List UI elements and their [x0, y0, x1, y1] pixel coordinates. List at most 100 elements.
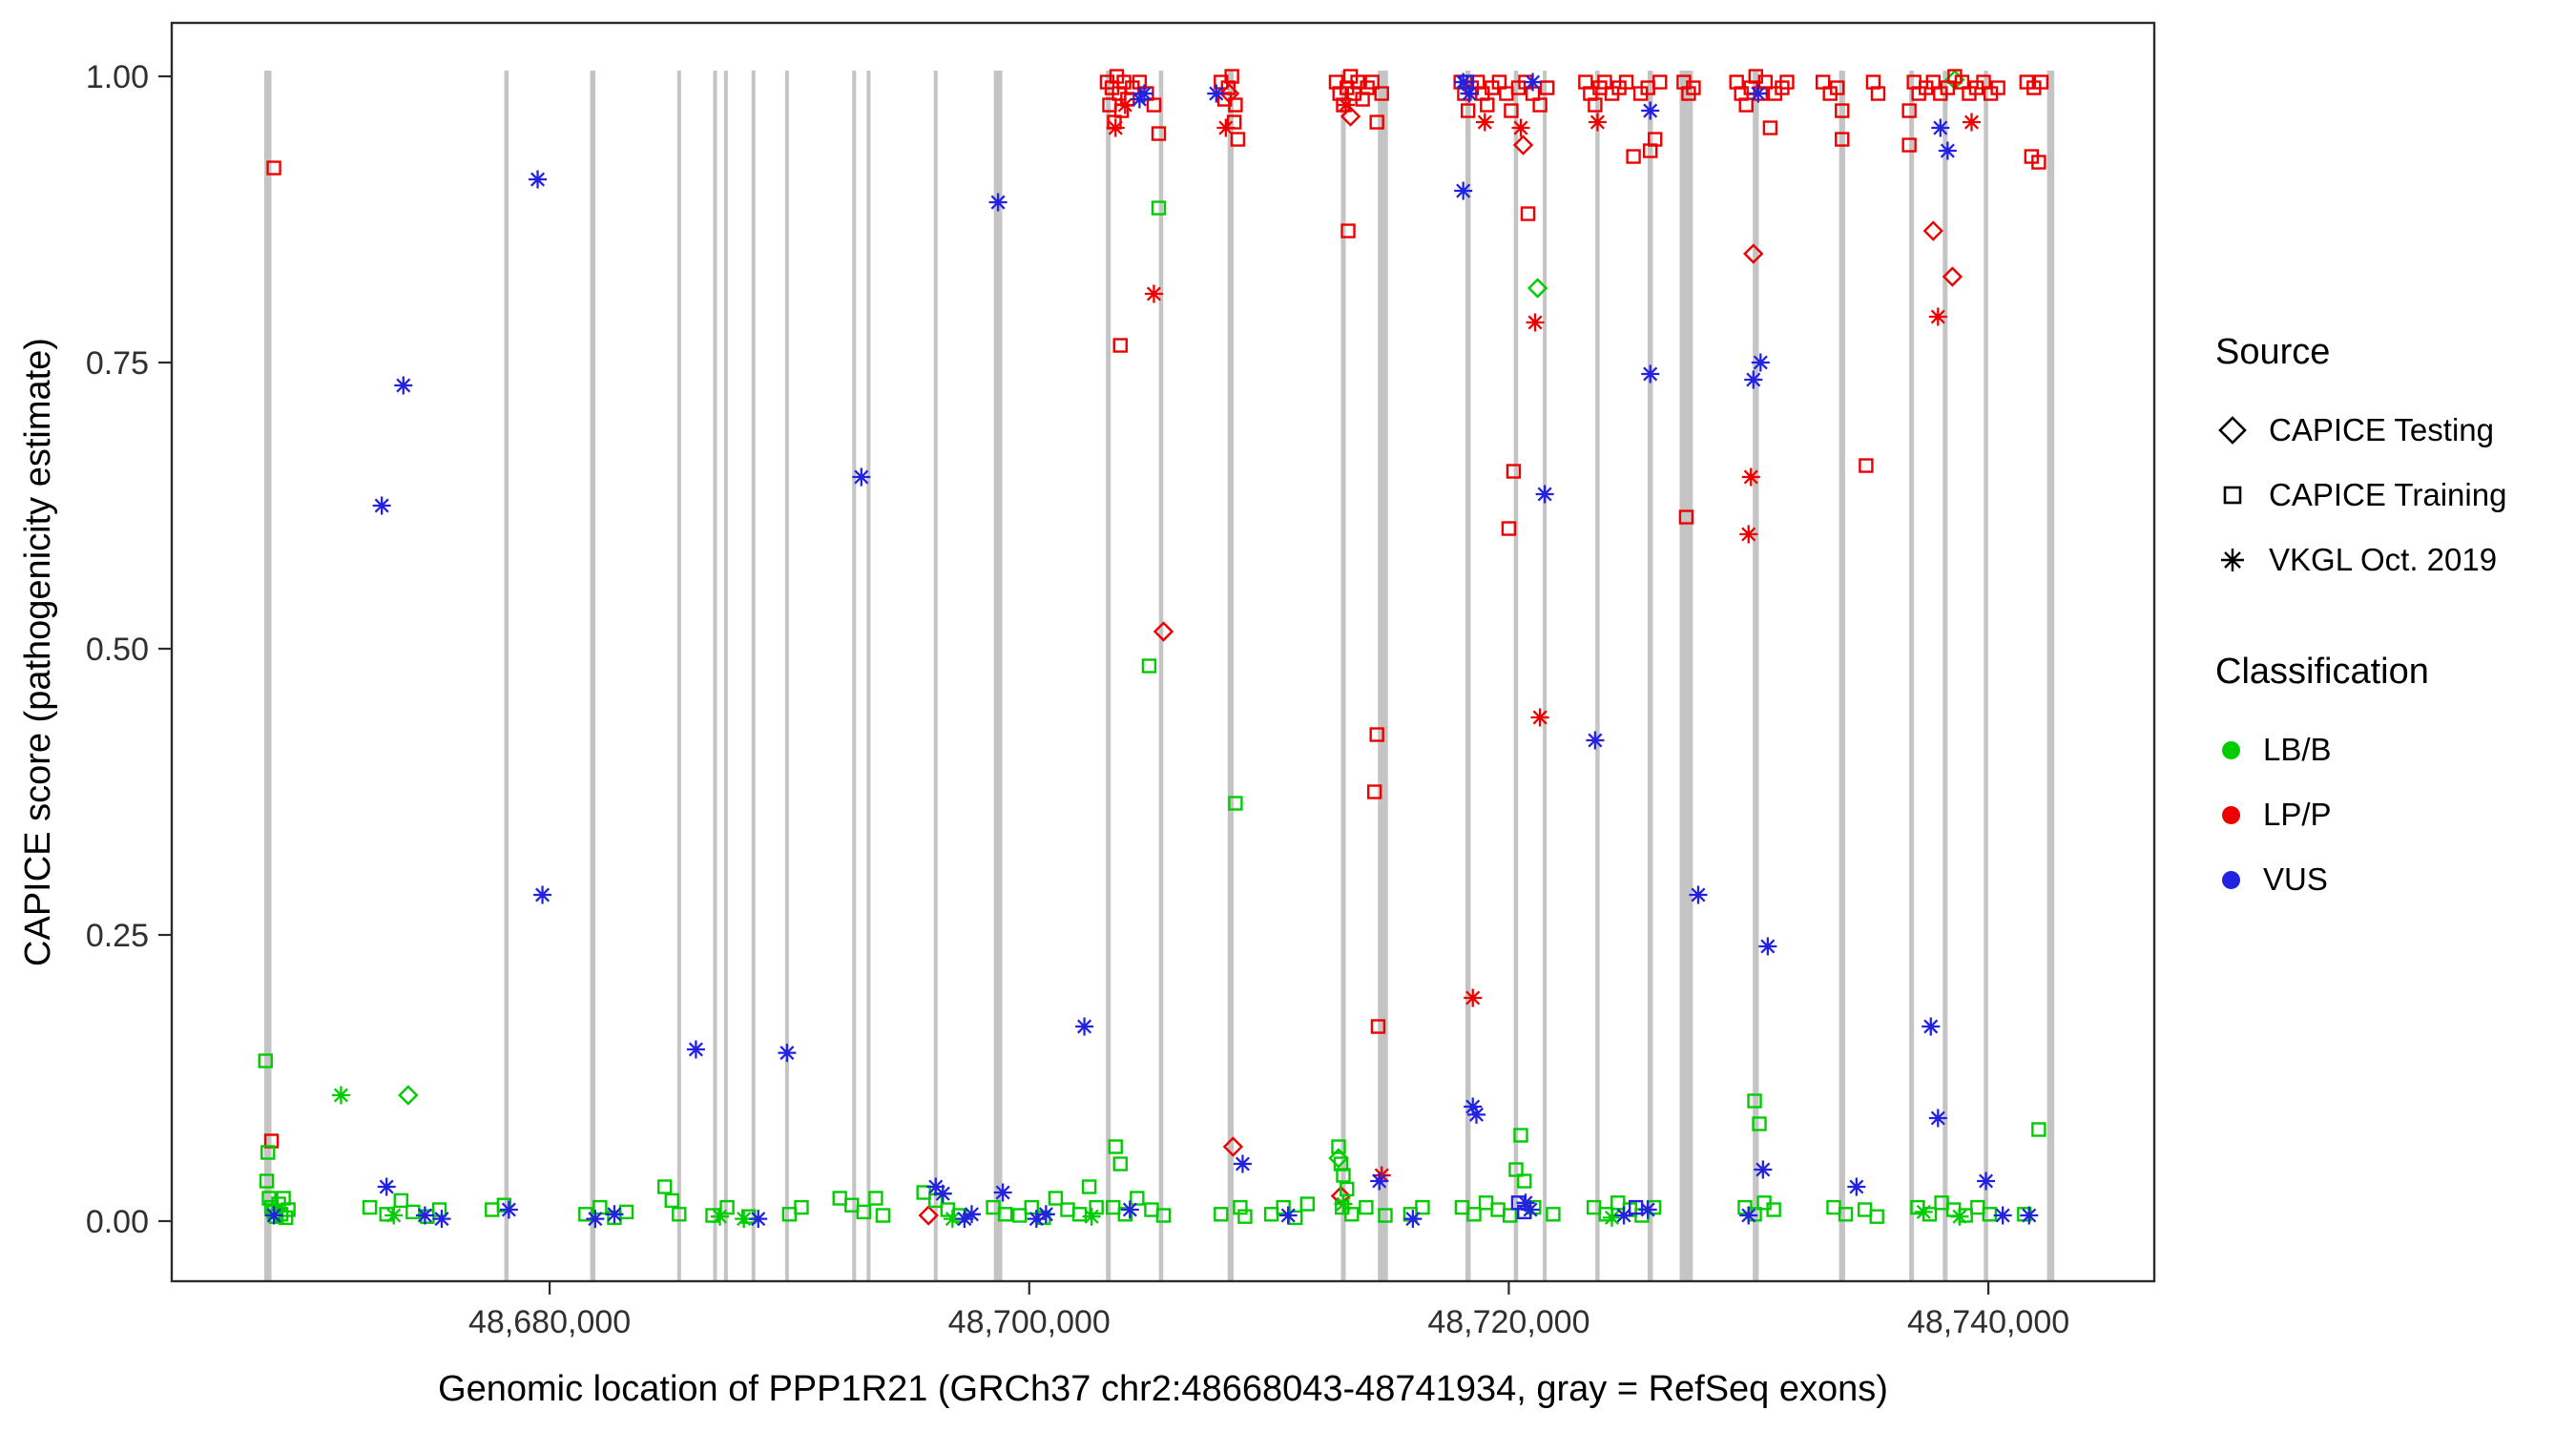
- data-point: [1535, 485, 1554, 504]
- data-point: [1075, 1017, 1094, 1036]
- data-point: [432, 1210, 451, 1229]
- data-point: [1741, 467, 1760, 487]
- data-point: [1586, 731, 1605, 750]
- data-point: [1652, 74, 1668, 90]
- data-point: [1222, 1136, 1244, 1157]
- data-point: [1369, 727, 1384, 742]
- exon-bar: [852, 71, 857, 1281]
- exon-bar: [1679, 71, 1693, 1281]
- data-point: [259, 1173, 275, 1189]
- data-point: [1588, 113, 1607, 132]
- data-point: [1336, 1168, 1351, 1183]
- data-point: [1520, 206, 1536, 221]
- lpp-dot-icon: [2222, 805, 2240, 824]
- data-point: [1134, 84, 1153, 103]
- data-point: [398, 1085, 419, 1106]
- data-point: [1739, 1206, 1758, 1225]
- legend-item-label: LP/P: [2263, 797, 2332, 832]
- data-point: [1752, 1116, 1767, 1131]
- exon-bar: [1909, 71, 1915, 1281]
- data-point: [926, 1177, 945, 1196]
- data-point: [1480, 97, 1495, 113]
- data-point: [1334, 1194, 1353, 1213]
- data-point: [1130, 1191, 1145, 1206]
- data-point: [1588, 97, 1603, 113]
- data-point: [1464, 988, 1483, 1007]
- data-point: [1120, 1200, 1139, 1219]
- data-point: [1938, 141, 1957, 160]
- data-point: [1071, 1207, 1088, 1222]
- data-point: [993, 1183, 1012, 1202]
- data-point: [362, 1199, 378, 1215]
- data-point: [1942, 266, 1963, 287]
- data-point: [1328, 1148, 1349, 1169]
- exon-bar: [1984, 71, 1988, 1281]
- legend-item-label: LB/B: [2263, 732, 2332, 767]
- exon-bar: [264, 71, 272, 1281]
- data-point: [1112, 338, 1128, 353]
- data-point: [1835, 103, 1850, 118]
- data-point: [1466, 1105, 1485, 1124]
- x-tick-label: 48,740,000: [1907, 1304, 2069, 1340]
- exon-bars: [264, 71, 2055, 1281]
- exon-bar: [1465, 71, 1471, 1281]
- data-point: [1115, 95, 1134, 114]
- exon-bar: [1543, 71, 1548, 1281]
- data-point: [1081, 1179, 1097, 1194]
- data-point: [1207, 84, 1226, 103]
- data-point: [605, 1205, 624, 1224]
- data-point: [1117, 1207, 1132, 1222]
- y-tick-label: 0.25: [86, 918, 149, 954]
- data-point: [1757, 74, 1774, 90]
- y-axis: 0.00 0.25 0.50 0.75 1.00 CAPICE score (pathog…: [18, 59, 172, 1240]
- data-point: [1524, 73, 1543, 92]
- exon-bar: [1158, 71, 1164, 1281]
- data-point: [264, 1206, 283, 1225]
- exon-bar: [993, 71, 1003, 1281]
- data-point: [1228, 796, 1243, 811]
- exon-bar: [1106, 71, 1111, 1281]
- data-point: [2031, 1122, 2046, 1137]
- data-point: [1628, 1199, 1644, 1215]
- legend-classification-title: Classification: [2215, 652, 2429, 692]
- data-point: [1372, 1166, 1391, 1185]
- data-point: [1340, 223, 1356, 238]
- data-point: [1517, 1173, 1532, 1189]
- data-point: [1614, 1206, 1633, 1225]
- data-point: [1754, 1160, 1773, 1179]
- panel-border: [170, 21, 2156, 1283]
- data-point: [1454, 73, 1473, 92]
- data-point: [1527, 278, 1548, 299]
- y-axis-title: CAPICE score (pathogenicity estimate): [18, 338, 58, 966]
- x-tick-label: 48,720,000: [1427, 1304, 1589, 1340]
- data-point: [1901, 137, 1917, 153]
- asterisk-icon: [2221, 549, 2244, 571]
- data-point: [1638, 1200, 1657, 1219]
- data-point: [1830, 80, 1845, 95]
- data-point: [1626, 149, 1641, 164]
- data-point: [1758, 937, 1777, 956]
- data-point: [875, 1208, 891, 1223]
- legend-source-title: Source: [2215, 332, 2331, 372]
- data-point: [1089, 1199, 1104, 1215]
- y-tick-label: 0.00: [86, 1204, 149, 1240]
- data-point: [1521, 1200, 1540, 1219]
- data-point: [1048, 1191, 1064, 1206]
- data-point: [1739, 525, 1758, 544]
- data-point: [1838, 1207, 1854, 1222]
- data-point: [1464, 1097, 1483, 1116]
- exon-bar: [1753, 71, 1759, 1281]
- data-point: [1648, 132, 1663, 147]
- data-point: [1512, 135, 1534, 156]
- data-point: [1460, 103, 1476, 118]
- data-point: [1859, 458, 1874, 473]
- data-point: [1224, 69, 1239, 84]
- data-point: [1415, 1199, 1430, 1215]
- data-point: [393, 1192, 408, 1209]
- exon-bar: [504, 71, 509, 1281]
- legend-item-vkgl: VKGL Oct. 2019: [2215, 528, 2559, 592]
- vus-dot-icon: [2222, 870, 2240, 889]
- data-point: [1602, 1208, 1621, 1227]
- data-point: [1977, 1172, 1996, 1191]
